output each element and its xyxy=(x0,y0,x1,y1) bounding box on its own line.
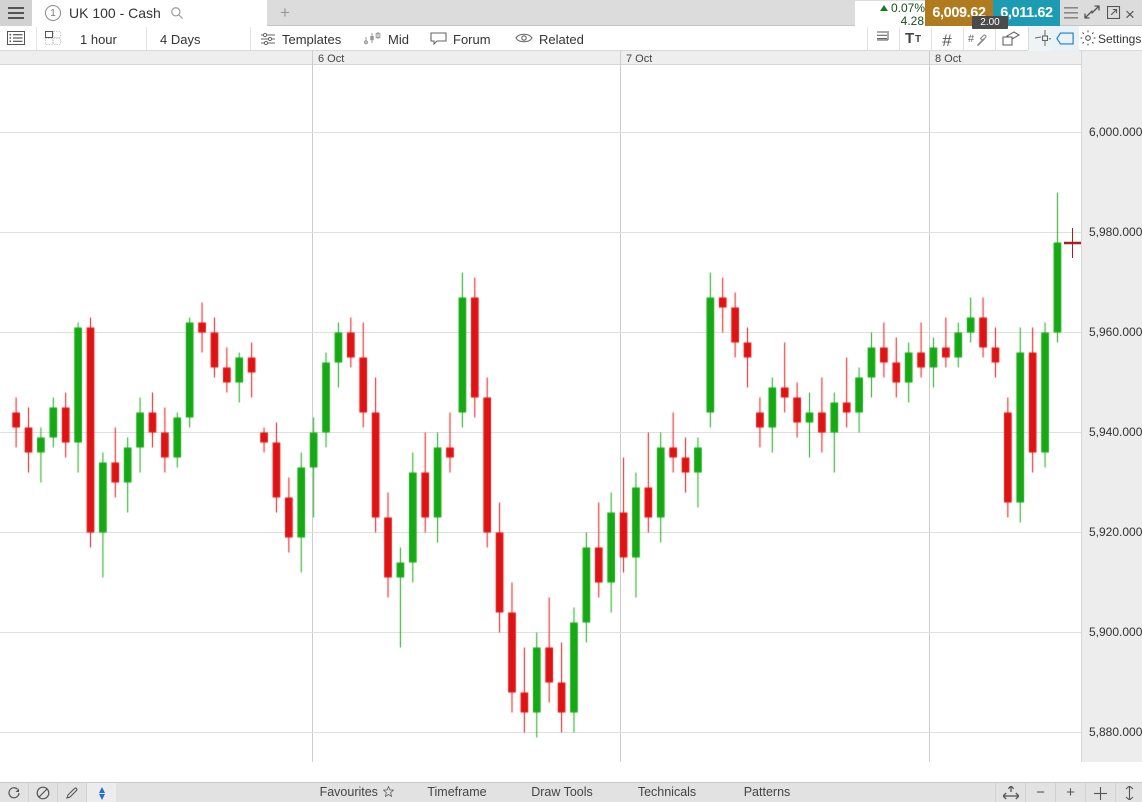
svg-text:#: # xyxy=(968,33,975,45)
